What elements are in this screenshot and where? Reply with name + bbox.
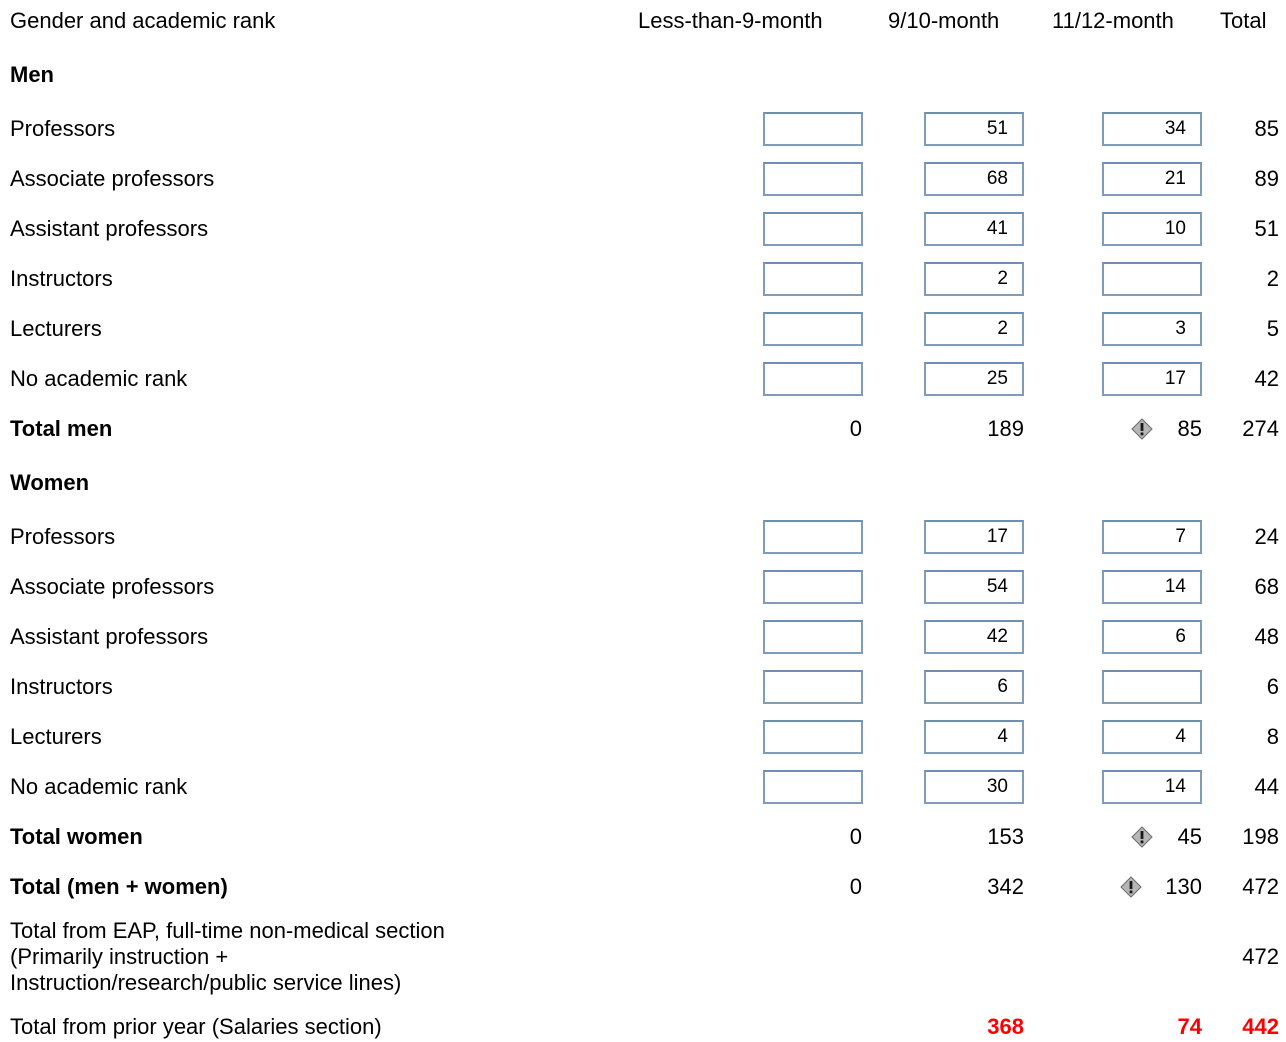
- less-than-9-month-input[interactable]: [763, 162, 863, 196]
- total-label: Total (men + women): [10, 874, 228, 899]
- prior-year-label: Total from prior year (Salaries section): [10, 1014, 382, 1039]
- row-total: 85: [1254, 116, 1279, 141]
- row-total: 68: [1254, 574, 1279, 599]
- nine-ten-month-input[interactable]: 17: [924, 520, 1024, 554]
- nine-ten-month-input[interactable]: 2: [924, 262, 1024, 296]
- row-label: Lecturers: [10, 316, 102, 341]
- nine-ten-month-input[interactable]: 42: [924, 620, 1024, 654]
- nine-ten-month-input[interactable]: 41: [924, 212, 1024, 246]
- less-than-9-month-input[interactable]: [763, 770, 863, 804]
- less-than-9-month-input[interactable]: [763, 362, 863, 396]
- section-title: Men: [10, 62, 54, 87]
- header-label-column: Gender and academic rank: [10, 8, 276, 33]
- less-than-9-month-input[interactable]: [763, 312, 863, 346]
- less-than-9-month-input[interactable]: [763, 720, 863, 754]
- row-label: Associate professors: [10, 166, 215, 191]
- eap-total: 472: [1242, 944, 1279, 969]
- eap-label-line1: Total from EAP, full-time non-medical se…: [10, 918, 445, 943]
- eleven-twelve-month-input[interactable]: [1102, 262, 1202, 296]
- total-c2: 342: [987, 874, 1024, 899]
- row-total: 44: [1254, 774, 1279, 799]
- nine-ten-month-input[interactable]: 51: [924, 112, 1024, 146]
- total-total: 198: [1242, 824, 1279, 849]
- total-c2: 153: [987, 824, 1024, 849]
- row-total: 24: [1254, 524, 1279, 549]
- nine-ten-month-input[interactable]: 4: [924, 720, 1024, 754]
- less-than-9-month-input[interactable]: [763, 112, 863, 146]
- eap-label-line3: Instruction/research/public service line…: [10, 970, 402, 995]
- total-c3: 85: [1177, 416, 1202, 441]
- header-11-12-month: 11/12-month: [1052, 8, 1174, 33]
- nine-ten-month-input[interactable]: 68: [924, 162, 1024, 196]
- row-total: 89: [1254, 166, 1279, 191]
- row-total: 48: [1254, 624, 1279, 649]
- less-than-9-month-input[interactable]: [763, 520, 863, 554]
- eleven-twelve-month-input[interactable]: 7: [1102, 520, 1202, 554]
- less-than-9-month-input[interactable]: [763, 570, 863, 604]
- eap-label: Total from EAP, full-time non-medical se…: [10, 918, 445, 996]
- eleven-twelve-month-input[interactable]: 10: [1102, 212, 1202, 246]
- eleven-twelve-month-input[interactable]: 3: [1102, 312, 1202, 346]
- total-c3: 45: [1177, 824, 1202, 849]
- less-than-9-month-input[interactable]: [763, 262, 863, 296]
- less-than-9-month-input[interactable]: [763, 620, 863, 654]
- row-total: 2: [1266, 266, 1279, 291]
- less-than-9-month-input[interactable]: [763, 670, 863, 704]
- row-total: 51: [1254, 216, 1279, 241]
- header-total: Total: [1220, 8, 1267, 33]
- total-c1: 0: [849, 874, 862, 899]
- prior-year-c2: 368: [987, 1014, 1024, 1039]
- prior-year-c3: 74: [1177, 1014, 1202, 1039]
- row-label: Professors: [10, 524, 116, 549]
- row-total: 8: [1266, 724, 1279, 749]
- nine-ten-month-input[interactable]: 30: [924, 770, 1024, 804]
- row-total: 5: [1266, 316, 1279, 341]
- row-label: Assistant professors: [10, 216, 209, 241]
- total-total: 274: [1242, 416, 1279, 441]
- total-c1: 0: [849, 824, 862, 849]
- eleven-twelve-month-input[interactable]: 4: [1102, 720, 1202, 754]
- row-label: Lecturers: [10, 724, 102, 749]
- row-label: Instructors: [10, 674, 113, 699]
- row-total: 6: [1266, 674, 1279, 699]
- total-c3: 130: [1165, 874, 1202, 899]
- prior-year-total: 442: [1242, 1014, 1279, 1039]
- total-total: 472: [1242, 874, 1279, 899]
- nine-ten-month-input[interactable]: 6: [924, 670, 1024, 704]
- nine-ten-month-input[interactable]: 54: [924, 570, 1024, 604]
- eleven-twelve-month-input[interactable]: 6: [1102, 620, 1202, 654]
- eap-label-line2: (Primarily instruction +: [10, 944, 229, 969]
- eleven-twelve-month-input[interactable]: 14: [1102, 770, 1202, 804]
- eleven-twelve-month-input[interactable]: 34: [1102, 112, 1202, 146]
- section-title: Women: [10, 470, 90, 495]
- eleven-twelve-month-input[interactable]: 14: [1102, 570, 1202, 604]
- header-less-than-9-month: Less-than-9-month: [638, 8, 823, 33]
- header-9-10-month: 9/10-month: [888, 8, 1000, 33]
- row-label: No academic rank: [10, 366, 188, 391]
- nine-ten-month-input[interactable]: 25: [924, 362, 1024, 396]
- row-label: Professors: [10, 116, 116, 141]
- warning-icon[interactable]: [1131, 826, 1153, 848]
- warning-icon[interactable]: [1131, 418, 1153, 440]
- row-label: Instructors: [10, 266, 113, 291]
- total-c1: 0: [849, 416, 862, 441]
- eleven-twelve-month-input[interactable]: 21: [1102, 162, 1202, 196]
- total-label: Total men: [10, 416, 113, 441]
- eleven-twelve-month-input[interactable]: 17: [1102, 362, 1202, 396]
- row-label: Associate professors: [10, 574, 215, 599]
- row-label: Assistant professors: [10, 624, 209, 649]
- row-label: No academic rank: [10, 774, 188, 799]
- total-label: Total women: [10, 824, 143, 849]
- eleven-twelve-month-input[interactable]: [1102, 670, 1202, 704]
- warning-icon[interactable]: [1120, 876, 1142, 898]
- nine-ten-month-input[interactable]: 2: [924, 312, 1024, 346]
- total-c2: 189: [987, 416, 1024, 441]
- row-total: 42: [1254, 366, 1279, 391]
- less-than-9-month-input[interactable]: [763, 212, 863, 246]
